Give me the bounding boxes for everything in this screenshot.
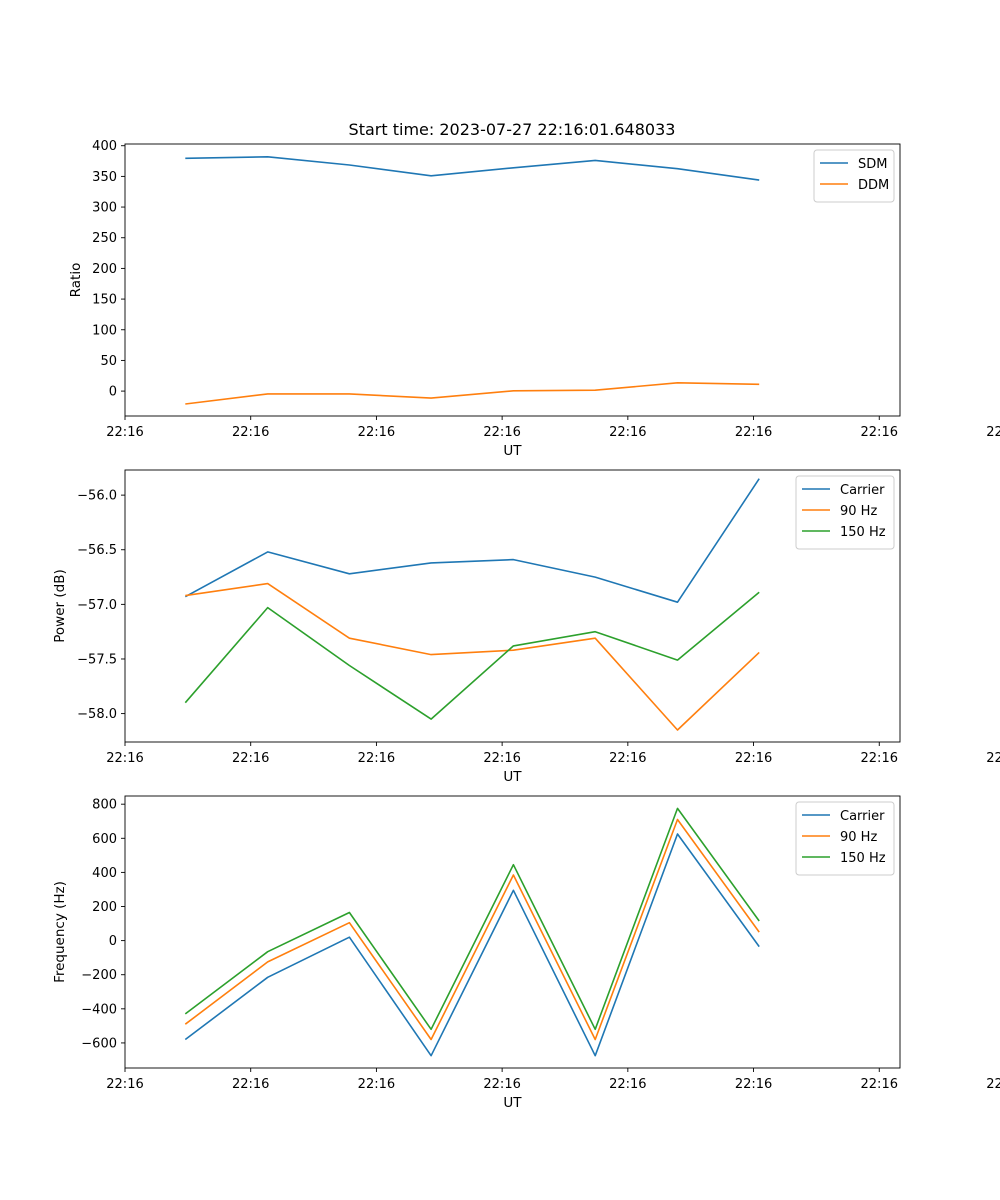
y-tick-label: 200: [92, 262, 117, 277]
x-axis-label: UT: [503, 443, 522, 459]
y-axis-label: Ratio: [68, 263, 84, 298]
x-tick-label: 22:16: [609, 425, 646, 440]
y-tick-label: −57.5: [77, 652, 117, 667]
x-tick-label: 22:16: [483, 425, 520, 440]
x-tick-label: 22:16: [106, 1077, 143, 1092]
x-tick-label: 22:16: [232, 751, 269, 766]
x-tick-label: 22:17: [986, 425, 1000, 440]
chart-panel-2: 22:16 22:16 22:16 22:16 22:16 22:16 22:16 22:17…: [52, 469, 1000, 785]
y-tick-label: 100: [92, 323, 117, 338]
y-tick-label: 300: [92, 201, 117, 216]
y-tick-label: 350: [92, 170, 117, 185]
y-tick-label: 800: [92, 798, 117, 813]
plot-frame: [124, 469, 901, 743]
x-tick-label: 22:16: [106, 751, 143, 766]
y-tick-label: −57.0: [77, 598, 117, 613]
legend-label: 150 Hz: [840, 525, 886, 540]
x-tick-label: 22:16: [609, 751, 646, 766]
x-tick-label: 22:16: [483, 1077, 520, 1092]
plot-frame: [124, 143, 901, 417]
chart-panel-3: 22:16 22:16 22:16 22:16 22:16 22:16 22:16 22:17…: [52, 795, 1000, 1111]
series-line-carrier: [184, 833, 760, 1057]
series-line-sdm: [185, 156, 760, 181]
x-tick-label: 22:16: [106, 425, 143, 440]
series-line-ddm: [185, 381, 760, 405]
legend-label: DDM: [858, 178, 889, 193]
x-axis-label: UT: [503, 1095, 522, 1111]
y-tick-label: 600: [92, 832, 117, 847]
x-tick-label: 22:16: [358, 425, 395, 440]
x-tick-label: 22:16: [358, 1077, 395, 1092]
y-tick-label: −600: [81, 1036, 117, 1051]
x-tick-label: 22:16: [609, 1077, 646, 1092]
legend-label: Carrier: [840, 809, 885, 824]
y-tick-label: −400: [81, 1002, 117, 1017]
x-tick-label: 22:16: [735, 751, 772, 766]
y-tick-label: 150: [92, 293, 117, 308]
x-tick-label: 22:16: [861, 751, 898, 766]
x-tick-label: 22:16: [358, 751, 395, 766]
y-tick-label: 400: [92, 866, 117, 881]
y-axis-label: Frequency (Hz): [52, 881, 68, 983]
x-tick-label: 22:17: [986, 1077, 1000, 1092]
x-tick-label: 22:16: [861, 425, 898, 440]
x-tick-label: 22:16: [735, 425, 772, 440]
legend-label: SDM: [858, 157, 887, 172]
y-tick-label: 50: [100, 354, 117, 369]
y-tick-label: −200: [81, 968, 117, 983]
y-tick-label: −56.5: [77, 543, 117, 558]
x-tick-label: 22:16: [861, 1077, 898, 1092]
series-line-90-hz: [184, 818, 760, 1041]
plot-frame: [124, 795, 901, 1069]
series-line-150-hz: [184, 591, 760, 720]
x-tick-label: 22:16: [232, 1077, 269, 1092]
chart-panel-1: 22:16 22:16 22:16 22:16 22:16 22:16 22:16 22:17…: [68, 139, 1000, 459]
y-tick-label: 0: [109, 934, 117, 949]
legend-label: 90 Hz: [840, 504, 877, 519]
x-tick-label: 22:16: [483, 751, 520, 766]
x-tick-label: 22:17: [986, 751, 1000, 766]
series-line-carrier: [184, 478, 760, 604]
legend: Carrier 90 Hz 150 Hz: [795, 475, 895, 550]
legend-label: 90 Hz: [840, 830, 877, 845]
figure-title: Start time: 2023-07-27 22:16:01.648033: [349, 120, 676, 139]
y-tick-label: −58.0: [77, 707, 117, 722]
y-axis-label: Power (dB): [52, 569, 68, 642]
legend-label: Carrier: [840, 483, 885, 498]
y-tick-label: 200: [92, 900, 117, 915]
x-tick-label: 22:16: [232, 425, 269, 440]
legend: SDM DDM: [813, 149, 895, 203]
y-tick-label: 250: [92, 231, 117, 246]
legend: Carrier 90 Hz 150 Hz: [795, 801, 895, 876]
y-tick-label: 400: [92, 139, 117, 154]
x-axis-label: UT: [503, 769, 522, 785]
legend-label: 150 Hz: [840, 851, 886, 866]
series-line-90-hz: [185, 582, 760, 731]
series-line-150-hz: [184, 807, 760, 1031]
x-tick-label: 22:16: [735, 1077, 772, 1092]
y-tick-label: −56.0: [77, 489, 117, 504]
y-tick-label: 0: [109, 385, 117, 400]
